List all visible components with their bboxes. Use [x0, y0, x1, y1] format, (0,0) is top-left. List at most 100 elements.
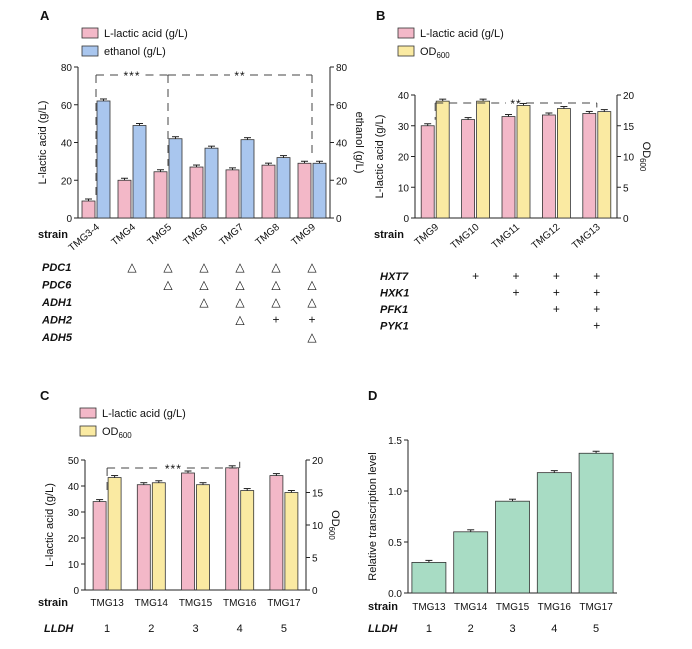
bar-series2 — [168, 138, 183, 219]
x-tick-label: TMG14 — [454, 602, 488, 613]
bar-series1 — [225, 169, 240, 219]
x-tick-label: TMG15 — [179, 598, 213, 609]
triangle-mark: △ — [199, 295, 209, 309]
gene-label: ADH1 — [41, 297, 72, 309]
x-tick-label: TMG11 — [490, 222, 522, 252]
panel-a: A 0 20 40 60 80 0 20 40 60 80 L-lactic acid (g/L) et… — [37, 8, 365, 344]
gene-label: HXT7 — [380, 271, 409, 283]
plus-mark: + — [553, 286, 560, 300]
y-tick-label: 60 — [61, 101, 73, 112]
y-tick-label-right: 15 — [312, 489, 324, 500]
bar-series1 — [495, 500, 530, 594]
x-tick-label: TMG15 — [496, 602, 530, 613]
y-tick-label: 30 — [68, 508, 80, 519]
bar-series2 — [132, 125, 147, 219]
triangle-mark: △ — [307, 330, 317, 344]
plus-mark: + — [553, 269, 560, 283]
x-tick-label: TMG17 — [267, 598, 301, 609]
triangle-mark: △ — [199, 260, 209, 274]
legend-swatch — [81, 45, 99, 57]
plus-mark: + — [553, 302, 560, 316]
strain-label: strain — [38, 229, 68, 241]
y-tick-label: 80 — [61, 63, 73, 74]
strain-label: strain — [368, 601, 398, 613]
bar-series1 — [578, 452, 614, 594]
significance-label: *** — [123, 69, 140, 83]
y-tick-label: 10 — [68, 560, 80, 571]
y-tick-label-right: 10 — [623, 153, 635, 164]
bar-series1 — [501, 116, 516, 219]
gene-label: PYK1 — [380, 321, 409, 333]
x-tick-label: TMG13 — [570, 222, 603, 252]
x-tick-label: TMG4 — [110, 222, 139, 249]
lldh-copy-number: 4 — [237, 623, 243, 635]
y-axis-title-right: OD600 — [327, 510, 341, 540]
x-tick-label: TMG8 — [254, 222, 283, 249]
bar-series2 — [107, 477, 122, 591]
lldh-copy-number: 5 — [593, 623, 599, 635]
y-tick-label-right: 15 — [623, 122, 635, 133]
gene-label: PDC6 — [42, 280, 72, 292]
legend-label: L-lactic acid (g/L) — [420, 28, 504, 40]
plus-mark: + — [308, 313, 315, 327]
y-tick-label-right: 80 — [336, 63, 348, 74]
triangle-mark: △ — [235, 313, 245, 327]
x-tick-label: TMG13 — [412, 602, 446, 613]
y-axis-title-right: ethanol (g/L) — [353, 112, 365, 174]
bar-series1 — [117, 179, 132, 219]
triangle-mark: △ — [235, 278, 245, 292]
bar-series1 — [181, 472, 195, 591]
plus-mark: + — [272, 313, 279, 327]
x-tick-label: TMG17 — [579, 602, 613, 613]
bar-series2 — [96, 100, 111, 219]
bar-series2 — [435, 100, 450, 219]
gene-label: ADH5 — [41, 332, 73, 344]
triangle-mark: △ — [271, 260, 281, 274]
triangle-mark: △ — [307, 295, 317, 309]
y-tick-label: 40 — [398, 91, 410, 102]
y-tick-label: 0 — [73, 586, 79, 597]
lldh-copy-number: 4 — [551, 623, 557, 635]
y-tick-label: 1.5 — [388, 436, 402, 447]
y-tick-label: 20 — [68, 534, 80, 545]
bar-series2 — [557, 108, 571, 219]
panel-d: D 0.0 0.5 1.0 1.5 Relative transcription leve… — [367, 388, 617, 635]
x-tick-label: TMG7 — [218, 222, 247, 249]
plus-mark: + — [472, 269, 479, 283]
legend-label: OD600 — [420, 46, 450, 60]
bar-series1 — [225, 467, 240, 591]
legend-label: L-lactic acid (g/L) — [104, 28, 188, 40]
bar-series1 — [153, 171, 168, 219]
panel-letter: B — [376, 8, 385, 23]
x-tick-label: TMG3-4 — [67, 222, 102, 254]
bar-series2 — [312, 162, 327, 219]
y-tick-label-right: 60 — [336, 101, 348, 112]
triangle-mark: △ — [199, 278, 209, 292]
y-tick-label: 1.0 — [388, 487, 402, 498]
y-tick-label: 30 — [398, 122, 410, 133]
significance-label: ** — [234, 69, 245, 83]
legend-swatch — [81, 27, 99, 39]
x-tick-label: TMG10 — [449, 222, 482, 252]
y-tick-label-right: 10 — [312, 521, 324, 532]
gene-label: ADH2 — [41, 315, 72, 327]
plus-mark: + — [593, 302, 600, 316]
bar-series1 — [136, 484, 151, 591]
significance-label: *** — [165, 462, 182, 476]
legend-label: ethanol (g/L) — [104, 46, 166, 58]
triangle-mark: △ — [307, 278, 317, 292]
plus-mark: + — [593, 286, 600, 300]
bar-series2 — [151, 482, 166, 591]
y-tick-label-right: 40 — [336, 139, 348, 150]
x-tick-label: TMG9 — [413, 222, 442, 249]
x-tick-label: TMG6 — [182, 222, 211, 249]
bar-series2 — [597, 111, 612, 219]
y-tick-label-right: 5 — [312, 554, 318, 565]
triangle-mark: △ — [163, 260, 173, 274]
strain-label: strain — [38, 597, 68, 609]
panel-letter: A — [40, 8, 50, 23]
legend-label: L-lactic acid (g/L) — [102, 408, 186, 420]
triangle-mark: △ — [235, 260, 245, 274]
